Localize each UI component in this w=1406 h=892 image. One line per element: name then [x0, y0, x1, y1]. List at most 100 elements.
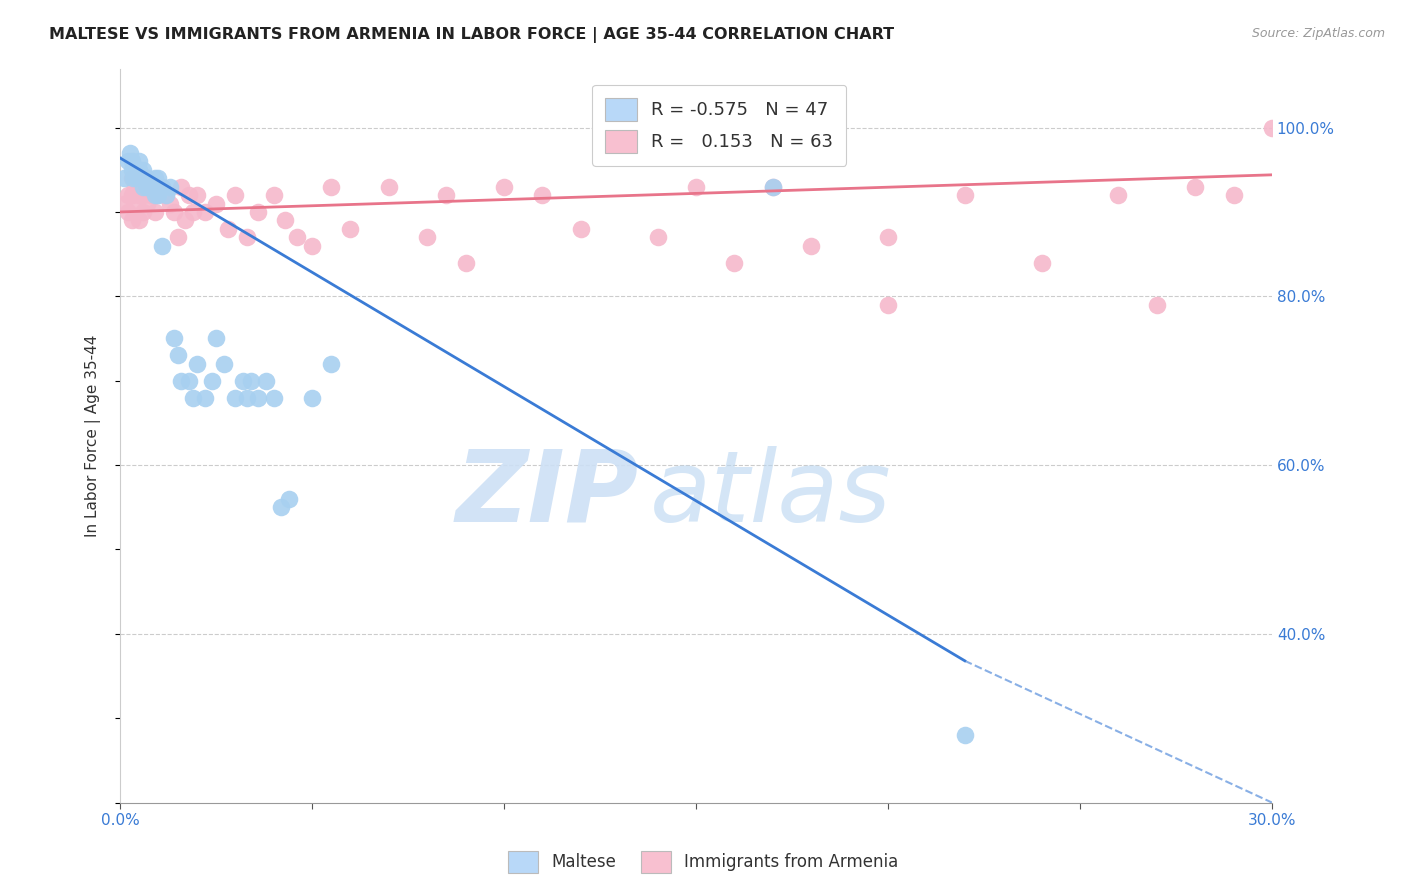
Point	[170, 374, 193, 388]
Text: Source: ZipAtlas.com: Source: ZipAtlas.com	[1251, 27, 1385, 40]
Point	[723, 255, 745, 269]
Point	[762, 179, 785, 194]
Point	[121, 188, 143, 202]
Point	[143, 179, 166, 194]
Point	[531, 188, 554, 202]
Point	[217, 222, 239, 236]
Point	[492, 179, 515, 194]
Point	[301, 238, 323, 252]
Point	[166, 230, 188, 244]
Point	[193, 205, 215, 219]
Point	[174, 213, 197, 227]
Point	[128, 162, 150, 177]
Point	[128, 154, 150, 169]
Point	[117, 154, 139, 169]
Point	[301, 391, 323, 405]
Point	[877, 230, 900, 244]
Text: ZIP: ZIP	[456, 446, 638, 542]
Point	[263, 391, 285, 405]
Point	[205, 331, 228, 345]
Point	[121, 213, 143, 227]
Point	[128, 213, 150, 227]
Point	[181, 205, 204, 219]
Point	[270, 500, 292, 515]
Point	[236, 391, 259, 405]
Point	[186, 188, 208, 202]
Point	[278, 491, 301, 506]
Point	[321, 179, 343, 194]
Point	[321, 357, 343, 371]
Point	[685, 179, 707, 194]
Point	[163, 331, 186, 345]
Point	[139, 188, 162, 202]
Point	[132, 162, 155, 177]
Point	[139, 179, 162, 194]
Point	[112, 196, 135, 211]
Point	[143, 171, 166, 186]
Point	[121, 162, 143, 177]
Point	[124, 179, 146, 194]
Point	[121, 154, 143, 169]
Point	[150, 238, 173, 252]
Point	[179, 188, 201, 202]
Point	[201, 374, 224, 388]
Point	[247, 205, 270, 219]
Point	[181, 391, 204, 405]
Point	[143, 188, 166, 202]
Point	[454, 255, 477, 269]
Point	[1107, 188, 1129, 202]
Point	[339, 222, 361, 236]
Point	[124, 196, 146, 211]
Point	[132, 179, 155, 194]
Point	[132, 205, 155, 219]
Point	[124, 162, 146, 177]
Point	[436, 188, 458, 202]
Point	[166, 348, 188, 362]
Point	[254, 374, 277, 388]
Point	[1222, 188, 1244, 202]
Point	[135, 196, 157, 211]
Point	[179, 374, 201, 388]
Point	[1184, 179, 1206, 194]
Point	[170, 179, 193, 194]
Point	[800, 238, 823, 252]
Point	[117, 205, 139, 219]
Legend: Maltese, Immigrants from Armenia: Maltese, Immigrants from Armenia	[501, 845, 905, 880]
Point	[135, 171, 157, 186]
Point	[112, 171, 135, 186]
Point	[569, 222, 592, 236]
Point	[762, 179, 785, 194]
Text: atlas: atlas	[650, 446, 891, 542]
Point	[129, 171, 152, 186]
Point	[148, 188, 170, 202]
Point	[263, 188, 285, 202]
Point	[205, 196, 228, 211]
Point	[236, 230, 259, 244]
Point	[1261, 120, 1284, 135]
Point	[155, 188, 177, 202]
Text: MALTESE VS IMMIGRANTS FROM ARMENIA IN LABOR FORCE | AGE 35-44 CORRELATION CHART: MALTESE VS IMMIGRANTS FROM ARMENIA IN LA…	[49, 27, 894, 43]
Point	[148, 171, 170, 186]
Point	[159, 196, 181, 211]
Point	[121, 171, 143, 186]
Point	[232, 374, 254, 388]
Point	[224, 188, 246, 202]
Point	[155, 188, 177, 202]
Point	[128, 188, 150, 202]
Point	[118, 145, 141, 160]
Point	[135, 171, 157, 186]
Point	[193, 391, 215, 405]
Point	[247, 391, 270, 405]
Point	[186, 357, 208, 371]
Point	[1031, 255, 1053, 269]
Point	[647, 230, 669, 244]
Point	[135, 179, 157, 194]
Point	[416, 230, 439, 244]
Point	[132, 179, 155, 194]
Legend: R = -0.575   N = 47, R =   0.153   N = 63: R = -0.575 N = 47, R = 0.153 N = 63	[592, 85, 846, 166]
Point	[122, 171, 145, 186]
Point	[132, 188, 155, 202]
Point	[378, 179, 401, 194]
Point	[1146, 298, 1168, 312]
Point	[212, 357, 235, 371]
